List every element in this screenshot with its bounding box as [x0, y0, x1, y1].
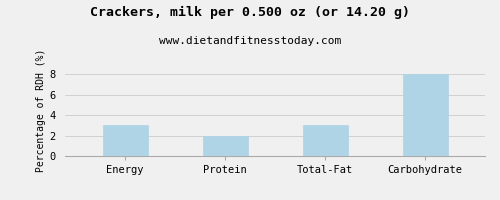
Bar [102, 125, 148, 156]
Text: www.dietandfitnesstoday.com: www.dietandfitnesstoday.com [159, 36, 341, 46]
Text: Crackers, milk per 0.500 oz (or 14.20 g): Crackers, milk per 0.500 oz (or 14.20 g) [90, 6, 410, 19]
Bar [302, 125, 348, 156]
Y-axis label: Percentage of RDH (%): Percentage of RDH (%) [36, 48, 46, 172]
Bar [202, 136, 248, 156]
Bar [402, 74, 448, 156]
